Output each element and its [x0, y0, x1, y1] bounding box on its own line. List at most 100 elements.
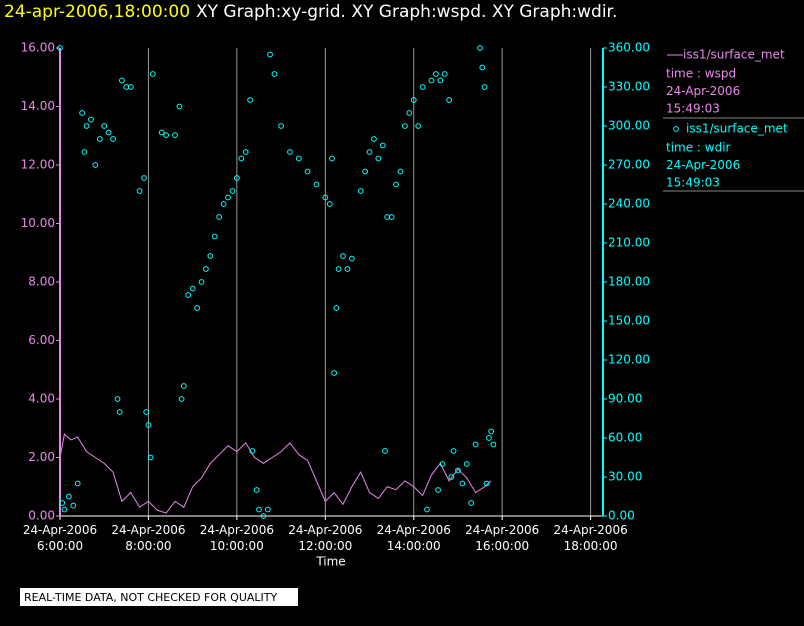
data-point [271, 71, 278, 77]
data-point [441, 71, 448, 77]
data-line [59, 433, 492, 514]
y2-tick-label: 120.00 [608, 353, 650, 367]
data-point [96, 136, 103, 142]
data-point [287, 149, 293, 155]
data-point [424, 506, 430, 513]
data-point [185, 292, 192, 298]
y2-tick-label: 60.00 [608, 431, 642, 445]
data-point [105, 129, 112, 136]
data-point [340, 253, 346, 259]
data-point [110, 136, 116, 142]
data-point [295, 155, 302, 162]
data-point [415, 123, 422, 129]
data-point [455, 467, 461, 474]
data-point [81, 149, 88, 155]
data-point [143, 409, 150, 415]
data-point [220, 201, 227, 207]
x-tick-label: 24-Apr-2006 12:00:00 [288, 523, 362, 553]
data-point [59, 500, 66, 506]
data-point [145, 422, 152, 428]
data-point [253, 487, 260, 493]
y2-tick-label: 180.00 [608, 275, 650, 289]
data-point [348, 255, 355, 262]
data-point [419, 84, 426, 90]
x-tick-label: 24-Apr-2006 18:00:00 [554, 523, 628, 553]
data-point [333, 305, 340, 311]
data-point [189, 285, 196, 292]
data-point [242, 149, 249, 155]
chart-subtitle: XY Graph:xy-grid. XY Graph:wspd. XY Grap… [196, 2, 617, 22]
data-point [211, 233, 218, 240]
y-tick-label: 12.00 [21, 158, 55, 172]
data-point [406, 110, 413, 116]
data-point [472, 441, 479, 448]
y2-tick-label: 270.00 [608, 158, 650, 172]
legend-detail: time : wspd [666, 67, 736, 81]
data-point [322, 194, 329, 201]
data-point [88, 116, 94, 123]
data-point [147, 454, 154, 461]
data-point [225, 194, 231, 201]
legend-detail: 15:49:03 [666, 176, 720, 190]
legend-detail: 24-Apr-2006 [666, 84, 740, 98]
y-tick-label: 0.00 [28, 509, 55, 523]
data-point [382, 448, 388, 454]
data-point [331, 370, 338, 376]
data-point [176, 103, 183, 110]
data-point [313, 181, 320, 188]
data-point [459, 480, 466, 487]
data-point [158, 129, 165, 136]
data-point [329, 155, 335, 162]
data-point [264, 506, 271, 513]
y2-tick-label: 90.00 [608, 392, 642, 406]
data-point [357, 188, 364, 194]
data-point [410, 97, 417, 103]
data-point [432, 71, 439, 77]
y-tick-label: 8.00 [28, 275, 55, 289]
data-point [446, 97, 453, 103]
y-tick-label: 14.00 [21, 99, 55, 113]
data-point [463, 461, 470, 467]
data-point [468, 500, 475, 506]
data-point [119, 77, 125, 84]
data-point [326, 201, 333, 207]
data-point [203, 266, 209, 272]
data-point [79, 110, 86, 116]
data-point [366, 149, 373, 155]
data-point [127, 84, 134, 90]
data-point [362, 168, 369, 175]
data-point [260, 513, 267, 519]
note-box [20, 588, 298, 606]
data-point [428, 77, 435, 84]
y2-tick-label: 240.00 [608, 197, 650, 211]
data-point [172, 132, 178, 139]
data-point [450, 448, 457, 454]
data-point [194, 305, 200, 311]
x-axis-label: Time [315, 555, 345, 569]
data-point [61, 506, 68, 513]
x-tick-label: 24-Apr-2006 6:00:00 [23, 523, 97, 553]
x-tick-label: 24-Apr-2006 10:00:00 [200, 523, 274, 553]
data-point [388, 214, 395, 220]
y2-tick-label: 30.00 [608, 470, 642, 484]
data-point [335, 266, 342, 272]
data-point [70, 502, 77, 509]
chart-title: 24-apr-2006,18:00:00 [4, 2, 190, 22]
data-point [57, 45, 63, 51]
data-point [163, 132, 170, 139]
data-point [249, 448, 256, 454]
data-point [379, 142, 386, 149]
data-point [198, 279, 205, 285]
data-point [178, 396, 185, 402]
x-tick-label: 24-Apr-2006 8:00:00 [111, 523, 185, 553]
data-point [483, 480, 490, 487]
y-tick-label: 6.00 [28, 333, 55, 347]
data-point [304, 168, 311, 175]
data-point [490, 441, 497, 448]
x-tick-label: 24-Apr-2006 16:00:00 [465, 523, 539, 553]
y2-tick-label: 210.00 [608, 236, 650, 250]
legend-detail: 24-Apr-2006 [666, 158, 740, 172]
y2-tick-label: 150.00 [608, 314, 650, 328]
